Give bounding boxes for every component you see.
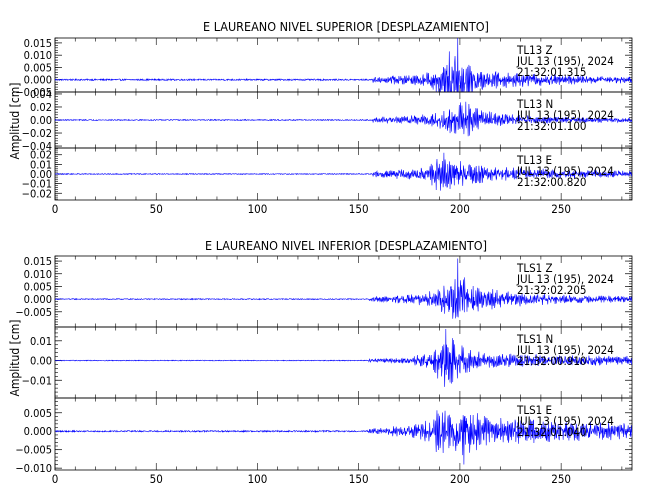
lower-tls1-z-ytick-label: 0.015 [24, 255, 52, 268]
upper-tl13-e-ytick-label: −0.01 [22, 178, 52, 191]
upper-tl13-z-ytick-label: 0.015 [24, 37, 52, 50]
upper-tl13-z-time-label: 21:32:01.315 [517, 65, 587, 79]
upper-tl13-n-station-label: TL13 N [516, 97, 553, 111]
upper-tl13-e-station-label: TL13 E [516, 153, 552, 167]
ylabel-bottom: Amplitud [cm] [8, 320, 22, 397]
lower-tls1-z-time-label: 21:32:02.205 [517, 283, 587, 297]
lower-tls1-e-waveform [55, 410, 632, 465]
lower-xtick-label: 250 [551, 472, 571, 486]
lower-tls1-e-ytick-label: 0.005 [24, 407, 52, 420]
upper-tl13-e-ytick-label: 0.00 [30, 168, 52, 181]
lower-xtick-label: 100 [248, 472, 268, 486]
upper-tl13-n-ytick-label: −0.04 [22, 140, 52, 153]
lower-tls1-z-ytick-label: −0.005 [15, 306, 52, 319]
upper-tl13-e-waveform [55, 152, 632, 191]
lower-tls1-n-ytick-label: 0.00 [30, 355, 52, 368]
lower-tls1-n-waveform [55, 328, 632, 387]
lower-tls1-e-station-label: TLS1 E [516, 403, 552, 417]
upper-tl13-z-ytick-label: 0.010 [24, 49, 52, 62]
chart-title-bottom: E LAUREANO NIVEL INFERIOR [DESPLAZAMIENT… [205, 238, 487, 253]
upper-xtick-label: 150 [349, 202, 369, 216]
upper-xtick-label: 250 [551, 202, 571, 216]
upper-tl13-n-ytick-label: 0.04 [30, 88, 52, 101]
lower-xtick-label: 0 [52, 472, 59, 486]
upper-tl13-z-ytick-label: 0.000 [24, 74, 52, 87]
lower-tls1-e-ytick-label: 0.000 [24, 425, 52, 438]
lower-tls1-e-ytick-label: −0.005 [15, 444, 52, 457]
upper-tl13-n-ytick-label: 0.00 [30, 114, 52, 127]
upper-xtick-label: 100 [248, 202, 268, 216]
ylabel-top: Amplitud [cm] [8, 83, 22, 160]
lower-tls1-e-time-label: 21:32:01.040 [517, 425, 587, 439]
lower-tls1-z-station-label: TLS1 Z [516, 261, 553, 275]
upper-tl13-z-ytick-label: 0.005 [24, 61, 52, 74]
upper-tl13-n-ytick-label: 0.02 [30, 101, 52, 114]
lower-tls1-n-time-label: 21:32:00.910 [517, 354, 587, 368]
upper-tl13-z-date-label: JUL 13 (195), 2024 [516, 54, 614, 68]
upper-tl13-n-ytick-label: −0.02 [22, 127, 52, 140]
upper-tl13-n-date-label: JUL 13 (195), 2024 [516, 108, 614, 122]
upper-tl13-z-station-label: TL13 Z [516, 43, 553, 57]
lower-xtick-label: 150 [349, 472, 369, 486]
upper-xtick-label: 50 [150, 202, 163, 216]
lower-tls1-n-ytick-label: −0.01 [22, 374, 52, 387]
lower-tls1-e-date-label: JUL 13 (195), 2024 [516, 414, 614, 428]
upper-tl13-n-waveform [55, 101, 632, 137]
lower-xtick-label: 50 [150, 472, 163, 486]
upper-tl13-e-date-label: JUL 13 (195), 2024 [516, 164, 614, 178]
chart-title-top: E LAUREANO NIVEL SUPERIOR [DESPLAZAMIENT… [203, 19, 489, 34]
lower-tls1-z-ytick-label: 0.000 [24, 293, 52, 306]
upper-tl13-e-time-label: 21:32:00.820 [517, 175, 587, 189]
lower-tls1-e-ytick-label: −0.010 [15, 462, 52, 475]
lower-tls1-z-ytick-label: 0.010 [24, 268, 52, 281]
lower-tls1-n-station-label: TLS1 N [516, 332, 553, 346]
upper-tl13-z-waveform [55, 38, 632, 92]
upper-xtick-label: 0 [52, 202, 59, 216]
upper-tl13-e-ytick-label: −0.02 [22, 187, 52, 200]
upper-tl13-e-ytick-label: 0.02 [30, 149, 52, 162]
upper-tl13-n-time-label: 21:32:01.100 [517, 119, 587, 133]
lower-tls1-n-date-label: JUL 13 (195), 2024 [516, 343, 614, 357]
lower-xtick-label: 200 [450, 472, 470, 486]
lower-tls1-z-waveform [55, 258, 632, 319]
lower-tls1-n-ytick-label: 0.01 [30, 335, 52, 348]
upper-tl13-e-ytick-label: 0.01 [30, 158, 52, 171]
upper-tl13-z-ytick-label: −0.005 [15, 86, 52, 99]
lower-tls1-z-ytick-label: 0.005 [24, 280, 52, 293]
upper-xtick-label: 200 [450, 202, 470, 216]
lower-tls1-z-date-label: JUL 13 (195), 2024 [516, 272, 614, 286]
